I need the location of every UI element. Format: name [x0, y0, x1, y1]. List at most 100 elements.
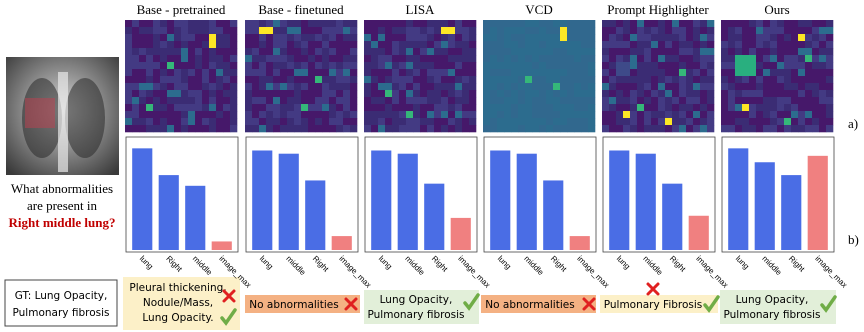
- heat-cell: [209, 27, 217, 35]
- heat-cell: [364, 55, 372, 63]
- heat-cell: [532, 20, 540, 28]
- heat-cell: [791, 69, 799, 77]
- heat-cell: [350, 104, 358, 112]
- heat-cell: [546, 125, 554, 133]
- heat-cell: [812, 41, 820, 49]
- heat-cell: [567, 97, 575, 105]
- heat-cell: [483, 97, 491, 105]
- heat-cell: [791, 20, 799, 28]
- heat-cell: [202, 41, 210, 49]
- heat-cell: [777, 104, 785, 112]
- heat-cell: [245, 111, 253, 119]
- heat-cell: [301, 69, 309, 77]
- heat-spot: [798, 34, 805, 41]
- heat-cell: [209, 83, 217, 91]
- heat-cell: [490, 55, 498, 63]
- heat-cell: [672, 104, 680, 112]
- heat-cell: [125, 97, 133, 105]
- heat-cell: [700, 27, 708, 35]
- x-tick-label: image_max: [694, 254, 730, 290]
- heat-cell: [525, 90, 533, 98]
- heat-cell: [707, 104, 715, 112]
- heat-cell: [378, 27, 386, 35]
- heat-cell: [259, 62, 267, 70]
- heat-cell: [574, 48, 582, 56]
- heat-cell: [686, 48, 694, 56]
- heat-cell: [441, 125, 449, 133]
- heat-cell: [567, 62, 575, 70]
- heat-cell: [588, 41, 596, 49]
- heat-cell: [202, 69, 210, 77]
- heat-cell: [399, 48, 407, 56]
- heat-cell: [294, 104, 302, 112]
- heat-cell: [511, 111, 519, 119]
- heat-cell: [252, 69, 260, 77]
- heat-cell: [336, 41, 344, 49]
- heat-cell: [455, 97, 463, 105]
- heat-cell: [812, 83, 820, 91]
- heat-cell: [413, 62, 421, 70]
- heat-cell: [146, 55, 154, 63]
- heat-cell: [700, 34, 708, 42]
- heat-cell: [427, 97, 435, 105]
- heat-cell: [153, 118, 161, 126]
- heat-cell: [763, 104, 771, 112]
- heat-cell: [490, 20, 498, 28]
- heat-cell: [567, 27, 575, 35]
- heat-cell: [553, 111, 561, 119]
- heat-cell: [616, 20, 624, 28]
- heat-cell: [139, 69, 147, 77]
- heat-cell: [658, 27, 666, 35]
- heat-cell: [539, 118, 547, 126]
- heat-cell: [798, 97, 806, 105]
- heat-cell: [525, 27, 533, 35]
- heat-cell: [350, 34, 358, 42]
- heat-cell: [406, 90, 414, 98]
- heat-cell: [686, 69, 694, 77]
- heat-cell: [469, 41, 477, 49]
- heat-cell: [195, 97, 203, 105]
- heat-cell: [686, 55, 694, 63]
- heat-cell: [167, 90, 175, 98]
- heat-cell: [742, 111, 750, 119]
- heat-spot: [259, 27, 266, 34]
- heat-cell: [763, 125, 771, 133]
- heat-cell: [336, 118, 344, 126]
- heat-cell: [139, 62, 147, 70]
- heat-cell: [315, 41, 323, 49]
- heat-cell: [630, 83, 638, 91]
- heat-cell: [798, 104, 806, 112]
- heat-cell: [574, 76, 582, 84]
- heat-cell: [812, 125, 820, 133]
- heat-cell: [553, 104, 561, 112]
- heat-cell: [181, 118, 189, 126]
- heat-cell: [364, 62, 372, 70]
- heat-cell: [301, 76, 309, 84]
- heat-cell: [588, 69, 596, 77]
- heat-cell: [308, 118, 316, 126]
- heat-cell: [567, 90, 575, 98]
- heat-cell: [539, 20, 547, 28]
- heat-cell: [273, 62, 281, 70]
- heat-cell: [413, 111, 421, 119]
- heat-cell: [483, 20, 491, 28]
- heat-cell: [448, 118, 456, 126]
- heat-cell: [665, 97, 673, 105]
- heat-cell: [532, 76, 540, 84]
- heat-cell: [245, 90, 253, 98]
- heat-cell: [700, 62, 708, 70]
- heat-cell: [336, 69, 344, 77]
- heat-cell: [392, 104, 400, 112]
- heat-cell: [525, 41, 533, 49]
- heat-cell: [469, 62, 477, 70]
- heat-cell: [609, 62, 617, 70]
- heat-cell: [490, 111, 498, 119]
- heat-cell: [546, 111, 554, 119]
- heat-cell: [441, 90, 449, 98]
- heat-cell: [174, 27, 182, 35]
- heat-cell: [167, 125, 175, 133]
- heat-cell: [420, 125, 428, 133]
- heat-cell: [749, 104, 757, 112]
- heat-cell: [588, 55, 596, 63]
- heat-cell: [259, 34, 267, 42]
